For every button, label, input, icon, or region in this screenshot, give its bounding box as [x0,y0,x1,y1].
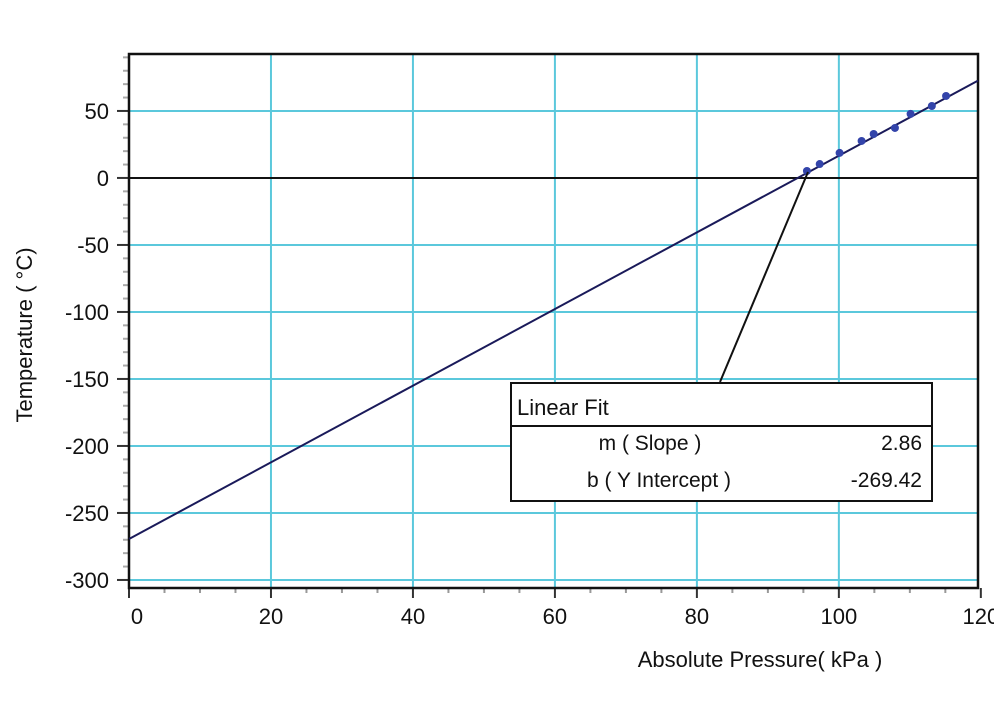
fit-line [128,79,979,540]
y-tick-label: 0 [97,166,109,191]
y-tick-label: -150 [65,367,109,392]
annotation-leader-line [719,171,809,383]
grid [129,54,978,588]
fit-title: Linear Fit [517,395,609,420]
x-tick-label: 0 [131,604,143,629]
fit-box-frame [510,382,933,502]
fit-slope-value: 2.86 [881,432,922,455]
x-tick-label: 100 [821,604,858,629]
data-point [835,148,844,157]
x-tick-label: 20 [259,604,283,629]
fit-slope-label: m ( Slope ) [599,432,702,455]
data-point [869,129,878,138]
data-point [815,160,824,169]
y-tick-label: -200 [65,434,109,459]
axes: 0 20 40 60 80 100 120 50 0 -50 -100 -150 -200 -250 -30… [65,52,994,629]
y-tick-label: 50 [85,99,109,124]
x-tick-label: 80 [685,604,709,629]
x-tick-label: 120 [962,604,994,629]
y-tick-label: -100 [65,300,109,325]
data-point [906,109,915,118]
data-point [802,166,811,175]
data-point [942,91,951,100]
y-axis-label: Temperature ( °C) [12,247,37,422]
y-tick-label: -50 [77,233,109,258]
y-tick-label: -250 [65,501,109,526]
data-point [927,101,936,110]
data-point [890,123,899,132]
fit-intercept-value: -269.42 [851,469,922,492]
data-point [857,136,866,145]
marks [128,79,979,540]
y-tick-label: -300 [65,568,109,593]
x-tick-label: 40 [401,604,425,629]
x-axis-label: Absolute Pressure( kPa ) [638,647,883,672]
plot-frame [127,52,980,590]
fit-intercept-label: b ( Y Intercept ) [587,469,731,492]
x-tick-label: 60 [543,604,567,629]
fit-annotation-box: Linear Fit m ( Slope ) 2.86 b ( Y Interc… [510,171,933,502]
